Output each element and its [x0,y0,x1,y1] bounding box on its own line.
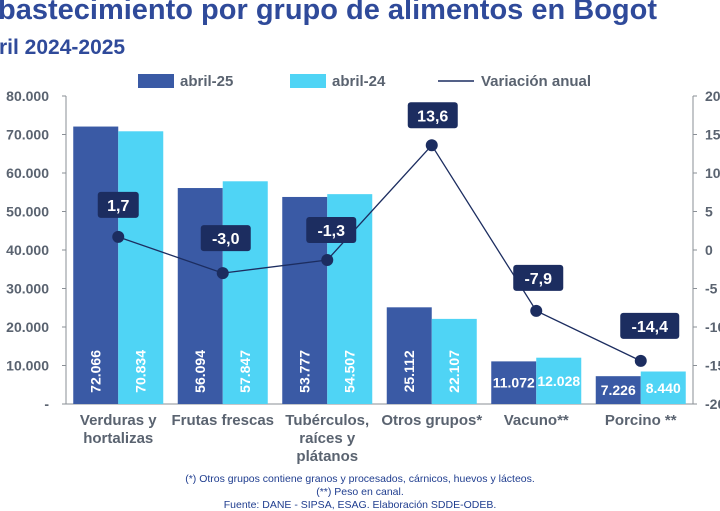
bar-value-label: 12.028 [537,373,580,389]
bar [595,376,641,404]
variation-point [321,254,334,267]
legend-label: abril-25 [180,73,233,90]
variation-label-box [407,102,458,129]
footnote-peso-canal: (**) Peso en canal. [316,486,404,498]
left-tick-label: - [44,396,49,412]
variation-line [118,144,642,362]
variation-label: -3,0 [212,231,240,248]
right-tick-label: 15 [705,127,720,143]
bar [536,357,582,404]
left-tick-label: 40.000 [6,242,49,258]
bar-value-label: 57.847 [237,350,253,393]
bar [73,126,119,404]
bar [177,188,223,404]
bar-value-label: 70.834 [133,350,149,393]
variation-point [530,304,543,317]
variation-label-box [620,312,680,339]
bar [386,307,432,404]
bar-value-label: 53.777 [297,350,313,393]
bar-value-label: 25.112 [401,350,417,392]
right-tick-label: -5 [705,281,718,297]
variation-label: -14,4 [632,319,669,336]
category-label: raíces y [299,430,356,447]
variation-point [634,354,647,367]
left-tick-label: 50.000 [6,204,49,220]
right-tick-label: -15 [705,358,720,374]
bar [222,181,268,404]
variation-point [216,267,229,280]
left-tick-label: 10.000 [6,358,49,374]
legend-label: abril-24 [332,73,386,90]
bar [640,371,686,404]
left-tick-label: 20.000 [6,319,49,335]
variation-point [425,139,438,152]
chart-line-layer: 1,7 -3,0 -1,3 13,6 -7,9 -14,4 [97,102,680,367]
footnote-otros-grupos: (*) Otros grupos contiene granos y proce… [185,473,535,485]
right-tick-label: -20 [705,396,720,412]
category-label: Porcino ** [605,412,677,429]
left-tick-label: 80.000 [6,88,49,104]
footnote-fuente: Fuente: DANE - SIPSA, ESAG. Elaboración … [223,499,497,511]
right-tick-label: -10 [705,319,720,335]
bar-value-label: 72.066 [88,350,104,393]
bar-value-label: 8.440 [646,380,681,396]
bar-value-label: 56.094 [192,350,208,393]
chart-subtitle: ril 2024-2025 [0,36,126,59]
variation-label: 1,7 [107,198,129,215]
bar-value-label: 11.072 [493,375,535,391]
bar-value-label: 54.507 [342,350,358,393]
right-tick-label: 0 [705,242,713,258]
chart-bars [73,126,686,404]
legend-swatch [138,74,174,88]
category-label: Tubérculos, [285,412,369,429]
variation-label-box [513,264,564,291]
category-label: hortalizas [83,430,153,447]
bar-value-label: 22.107 [446,350,462,393]
bar [431,318,477,404]
bar [491,361,537,404]
variation-label: -7,9 [524,271,552,288]
left-tick-label: 30.000 [6,281,49,297]
legend-swatch [290,74,326,88]
chart-legend: abril-25 abril-24 Variación anual [138,73,591,90]
chart-title: bastecimiento por grupo de alimentos en … [0,0,657,26]
right-tick-label: 10 [705,165,720,181]
category-label: plátanos [296,448,358,465]
category-label: Vacuno** [504,412,569,429]
variation-label: 13,6 [417,108,448,125]
bar [118,131,164,404]
category-label: Frutas frescas [171,412,274,429]
variation-label-box [97,191,139,218]
variation-label-box [306,217,357,244]
category-label: Otros grupos* [381,412,482,429]
bar-value-label: 7.226 [601,382,636,398]
right-tick-label: 5 [705,204,713,220]
chart-bar-labels: 72.066 56.094 53.777 25.112 11.072 7.226 70.83… [88,350,681,398]
variation-label: -1,3 [317,223,345,240]
chart-axes: - 10.000 20.000 30.000 40.000 50.000 60.000 70.… [6,88,720,412]
variation-point [112,230,125,243]
legend-label: Variación anual [481,73,591,90]
left-tick-label: 70.000 [6,127,49,143]
left-tick-label: 60.000 [6,165,49,181]
variation-label-box [200,225,251,252]
category-label: Verduras y [80,412,157,429]
right-tick-label: 20 [705,88,720,104]
